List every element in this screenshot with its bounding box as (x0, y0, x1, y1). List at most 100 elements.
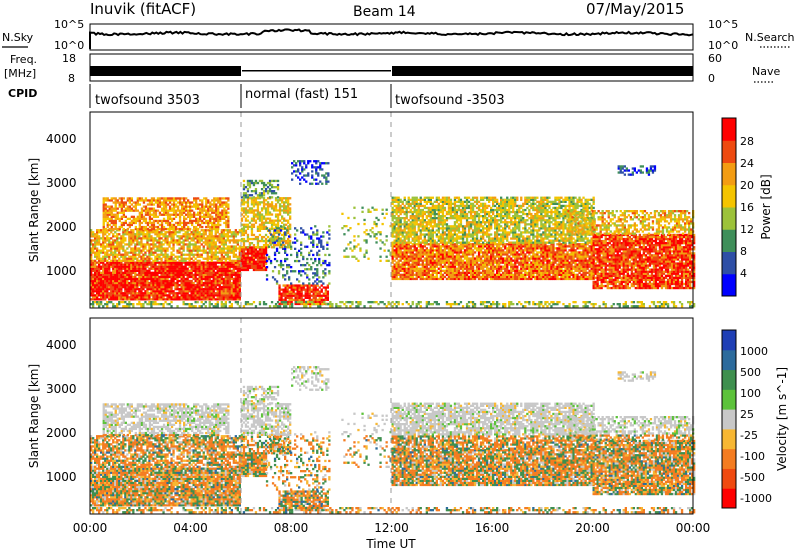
power-cell (414, 270, 416, 272)
power-cell (207, 216, 209, 218)
power-cell (247, 255, 249, 257)
power-cell (217, 226, 219, 228)
power-cell (251, 234, 253, 236)
power-cell (286, 266, 288, 268)
power-cell (163, 218, 165, 220)
power-cell (94, 290, 96, 292)
power-cell (100, 282, 102, 284)
power-cell (314, 225, 316, 227)
power-cell (261, 209, 263, 211)
power-cell (219, 247, 221, 249)
power-cell (183, 212, 185, 214)
power-cell (112, 286, 114, 288)
power-cell (150, 258, 152, 260)
power-cell (283, 197, 285, 199)
power-cell (201, 264, 203, 266)
power-cell (291, 179, 293, 181)
power-cell (251, 255, 253, 257)
power-cell (197, 270, 199, 272)
power-cell (349, 241, 351, 243)
power-cell (290, 254, 292, 256)
power-cell (116, 298, 118, 300)
power-cell (270, 262, 272, 264)
power-cell (482, 264, 484, 266)
power-cell (144, 252, 146, 254)
power-cell (235, 266, 237, 268)
power-cell (120, 243, 122, 245)
power-cell (416, 268, 418, 270)
power-cell (187, 254, 189, 256)
power-cell (268, 240, 270, 242)
power-cell (297, 295, 299, 297)
power-cell (116, 294, 118, 296)
power-cell (148, 298, 150, 300)
power-cell (166, 266, 168, 268)
power-cell (129, 226, 131, 228)
power-cell (166, 268, 168, 270)
power-cell (215, 272, 217, 274)
power-cell (108, 245, 110, 247)
power-cell (325, 181, 327, 183)
power-cell (233, 296, 235, 298)
power-cell (235, 241, 237, 243)
power-cell (273, 190, 275, 192)
power-cell (237, 231, 239, 233)
power-cell (392, 278, 394, 280)
power-cell (92, 268, 94, 270)
power-cell (263, 184, 265, 186)
power-cell (321, 297, 323, 299)
power-cell (482, 274, 484, 276)
power-cell (185, 274, 187, 276)
power-cell (382, 223, 384, 225)
power-cell (438, 268, 440, 270)
power-cell (223, 231, 225, 233)
power-cell (261, 257, 263, 259)
power-cell (444, 253, 446, 255)
power-cell (227, 252, 229, 254)
power-cell (103, 201, 105, 203)
power-cell (281, 205, 283, 207)
power-cell (420, 257, 422, 259)
power-cell (229, 250, 231, 252)
power-cell (261, 188, 263, 190)
power-cell (217, 239, 219, 241)
power-cell (265, 207, 267, 209)
power-cell (146, 272, 148, 274)
power-cell (394, 278, 396, 280)
power-cell (187, 282, 189, 284)
power-cell (456, 253, 458, 255)
power-cell (128, 276, 130, 278)
power-cell (231, 239, 233, 241)
power-cell (191, 292, 193, 294)
power-cell (142, 276, 144, 278)
power-cell (126, 254, 128, 256)
power-cell (279, 203, 281, 205)
power-cell (150, 298, 152, 300)
power-cell (112, 260, 114, 262)
power-cell (135, 220, 137, 222)
power-cell (181, 276, 183, 278)
power-cell (138, 241, 140, 243)
power-cell (269, 220, 271, 222)
power-cell (472, 268, 474, 270)
power-cell (406, 268, 408, 270)
power-cell (466, 272, 468, 274)
power-cell (111, 210, 113, 212)
power-cell (432, 257, 434, 259)
power-cell (163, 208, 165, 210)
power-cell (454, 278, 456, 280)
power-cell (229, 229, 231, 231)
power-cell (450, 249, 452, 251)
power-cell (115, 206, 117, 208)
power-cell (221, 206, 223, 208)
power-cell (150, 247, 152, 249)
power-cell (265, 213, 267, 215)
power-cell (404, 260, 406, 262)
power-cell (125, 220, 127, 222)
power-cell (178, 237, 180, 239)
power-cell (153, 220, 155, 222)
power-cell (164, 294, 166, 296)
power-cell (426, 270, 428, 272)
power-cell (189, 222, 191, 224)
power-cell (394, 245, 396, 247)
